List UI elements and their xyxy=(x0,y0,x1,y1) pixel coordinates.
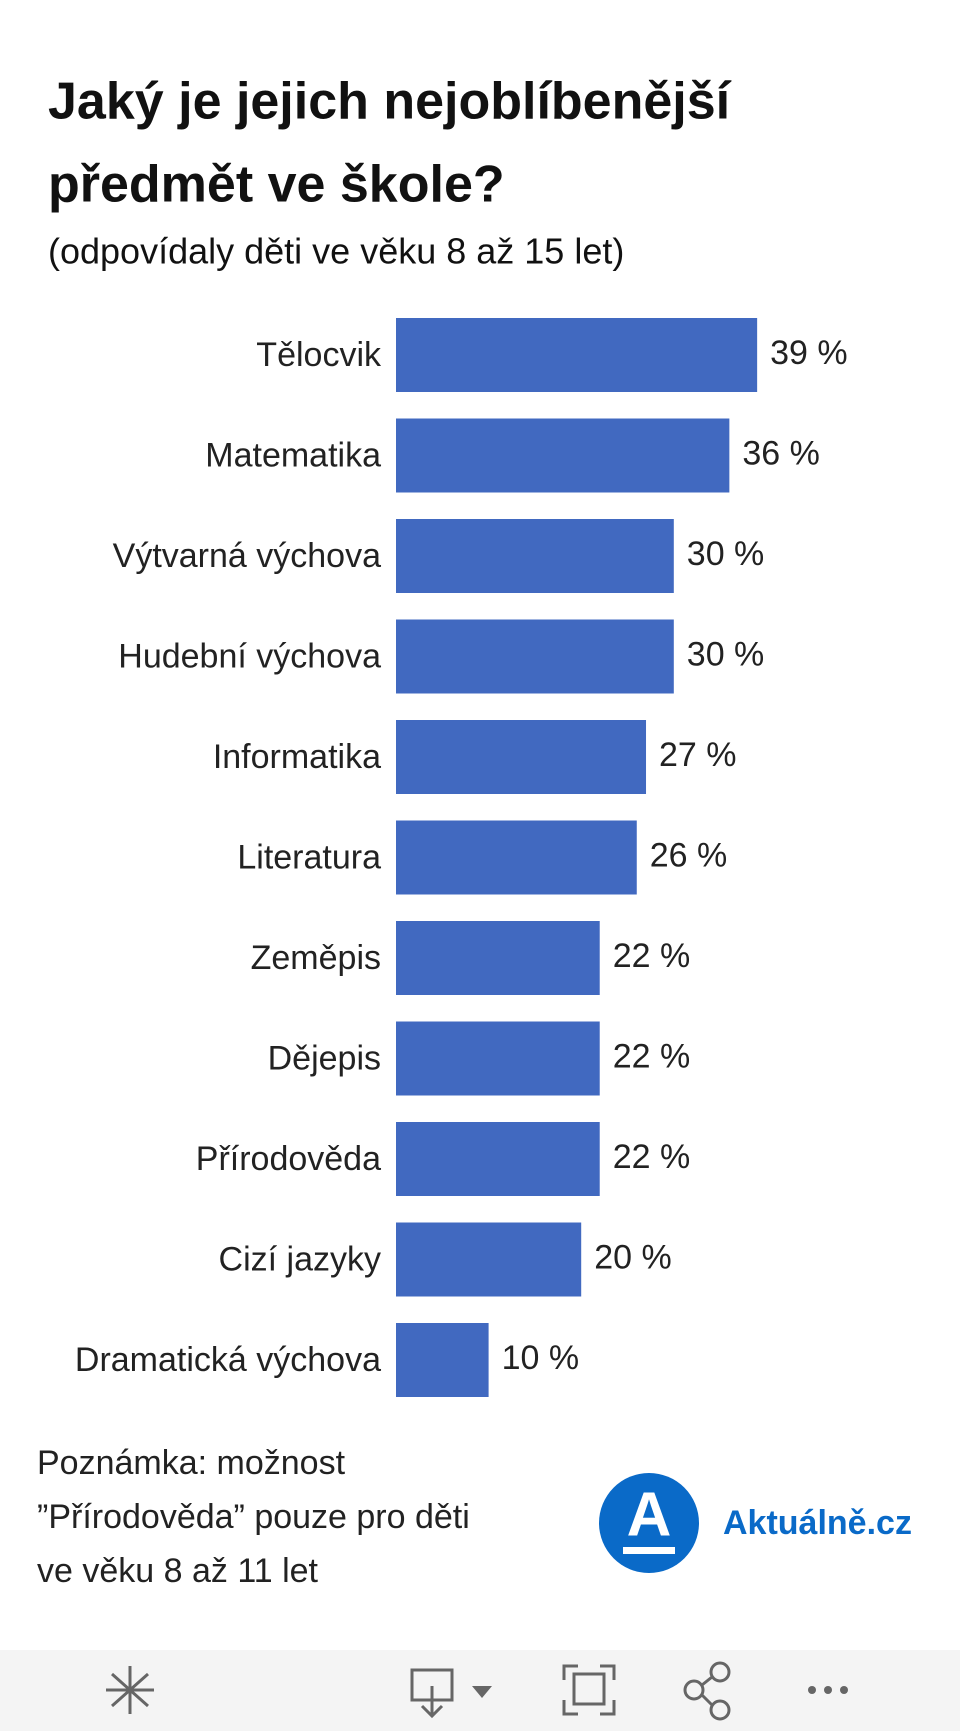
chart: Jaký je jejich nejoblíbenější předmět ve… xyxy=(48,73,848,1397)
chart-title: předmět ve škole? xyxy=(48,156,505,214)
bar xyxy=(396,318,758,392)
value-label: 22 % xyxy=(613,1138,691,1176)
category-label: Přírodověda xyxy=(196,1140,381,1178)
value-label: 27 % xyxy=(659,736,737,774)
bar xyxy=(396,820,637,895)
tableau-icon[interactable] xyxy=(106,1666,154,1714)
dropdown-icon[interactable] xyxy=(472,1686,492,1698)
download-icon[interactable] xyxy=(410,1668,454,1719)
bar xyxy=(396,1021,600,1096)
logo-text: Aktuálně.cz xyxy=(723,1504,912,1542)
value-label: 20 % xyxy=(594,1238,672,1276)
toolbar-icons xyxy=(106,1661,848,1721)
bar xyxy=(396,418,730,493)
logo: A Aktuálně.cz xyxy=(599,1473,912,1573)
bar xyxy=(396,519,674,593)
category-label: Tělocvik xyxy=(256,336,382,374)
category-label: Dramatická výchova xyxy=(75,1341,381,1379)
note: Poznámka: možnost ”Přírodověda” pouze pr… xyxy=(37,1436,557,1612)
bar xyxy=(396,1222,582,1297)
bar xyxy=(396,1323,489,1397)
value-label: 22 % xyxy=(613,937,691,975)
category-label: Matematika xyxy=(205,436,381,474)
category-label: Informatika xyxy=(213,738,381,776)
category-label: Zeměpis xyxy=(251,939,381,977)
toolbar xyxy=(0,1650,960,1731)
logo-letter: A xyxy=(627,1480,672,1549)
category-label: Výtvarná výchova xyxy=(113,537,381,575)
chart-title: Jaký je jejich nejoblíbenější xyxy=(48,73,732,131)
more-icon[interactable] xyxy=(808,1686,848,1694)
category-label: Cizí jazyky xyxy=(219,1240,381,1278)
bar xyxy=(396,619,674,694)
chart-subtitle: (odpovídaly děti ve věku 8 až 15 let) xyxy=(48,231,624,272)
share-icon[interactable] xyxy=(683,1661,731,1721)
value-label: 30 % xyxy=(687,635,765,673)
note-line: ve věku 8 až 11 let xyxy=(37,1552,318,1590)
value-label: 10 % xyxy=(502,1339,579,1377)
bar xyxy=(396,720,647,794)
category-label: Hudební výchova xyxy=(118,637,381,675)
fullscreen-icon[interactable] xyxy=(562,1664,616,1716)
bar xyxy=(396,921,600,995)
value-label: 39 % xyxy=(770,334,848,372)
logo-bar xyxy=(623,1547,675,1554)
value-label: 30 % xyxy=(687,535,765,573)
note-line: ”Přírodověda” pouze pro děti xyxy=(37,1498,470,1536)
bar xyxy=(396,1122,600,1196)
value-label: 22 % xyxy=(613,1037,691,1075)
value-label: 26 % xyxy=(650,836,728,874)
note-line: Poznámka: možnost xyxy=(37,1444,346,1482)
category-label: Literatura xyxy=(237,838,381,876)
value-label: 36 % xyxy=(742,434,820,472)
category-label: Dějepis xyxy=(268,1039,381,1077)
